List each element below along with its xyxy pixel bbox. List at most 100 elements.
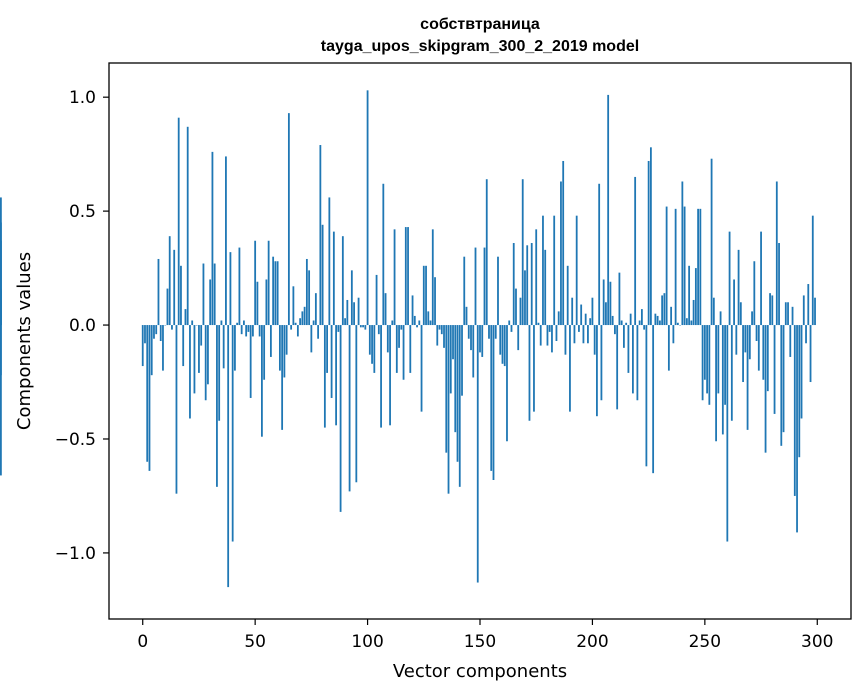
chart-subtitle: tayga_upos_skipgram_300_2_2019 model	[321, 38, 639, 55]
bar	[805, 325, 807, 344]
bar	[712, 297, 715, 326]
bar	[742, 325, 744, 383]
bar	[771, 295, 774, 326]
bar	[708, 325, 711, 405]
bar	[614, 325, 616, 335]
bar	[357, 297, 360, 326]
bar	[287, 113, 290, 326]
bar	[609, 281, 612, 326]
bar-series	[0, 90, 816, 588]
bar	[544, 249, 547, 326]
bar	[202, 263, 205, 326]
bar	[443, 325, 445, 348]
bar	[591, 297, 594, 326]
bar	[218, 325, 221, 421]
bar	[465, 306, 468, 326]
bar	[299, 318, 302, 326]
bar	[665, 206, 668, 326]
bar	[775, 181, 778, 326]
bar	[499, 325, 502, 355]
bar	[555, 325, 558, 341]
bar	[667, 325, 670, 371]
bar	[404, 227, 407, 326]
bar	[198, 325, 200, 373]
bar	[245, 325, 248, 337]
bar	[373, 325, 376, 373]
bar	[699, 208, 702, 326]
bar	[171, 325, 173, 330]
bar	[501, 325, 504, 364]
bar	[267, 240, 270, 326]
bar	[649, 147, 652, 326]
bar	[652, 325, 655, 474]
bar	[557, 311, 560, 326]
x-tick-label: 50	[244, 632, 266, 652]
bar	[261, 325, 263, 437]
bar	[548, 325, 551, 332]
bar	[787, 302, 789, 326]
y-tick-label: −0.5	[55, 430, 96, 450]
bar	[584, 313, 587, 326]
bar	[717, 325, 720, 394]
bar	[766, 325, 769, 392]
bar	[409, 325, 412, 373]
bar	[155, 325, 158, 335]
bar	[503, 325, 506, 367]
x-axis-ticks: 0 50 100 150 200 250 300	[137, 619, 833, 652]
bar	[605, 302, 607, 326]
bar	[692, 299, 695, 326]
bar	[335, 325, 337, 426]
bar	[326, 325, 328, 373]
bar	[434, 277, 436, 326]
bar	[757, 325, 760, 371]
bar	[791, 306, 794, 326]
bar	[285, 325, 288, 355]
bar	[596, 325, 598, 417]
bar	[180, 265, 182, 326]
x-tick-label: 250	[689, 632, 721, 652]
bar	[508, 320, 511, 326]
bar	[739, 302, 742, 326]
bar	[225, 156, 227, 326]
bar	[589, 318, 592, 326]
bar	[580, 304, 583, 326]
bar	[382, 183, 385, 326]
bar	[546, 325, 549, 346]
bar	[636, 325, 639, 401]
bar	[578, 325, 580, 332]
bar	[670, 306, 673, 326]
bar	[733, 279, 735, 326]
bar	[510, 325, 513, 332]
bar	[314, 293, 317, 326]
bar	[607, 94, 610, 326]
bar	[575, 215, 578, 326]
bar	[760, 231, 762, 326]
bar	[429, 320, 432, 326]
bar	[735, 325, 738, 355]
bar	[231, 325, 234, 542]
bar	[281, 325, 284, 430]
bar	[461, 325, 463, 396]
y-tick-label: 0.5	[69, 202, 96, 222]
y-axis-ticks: −1.0 −0.5 0.0 0.5 1.0	[55, 88, 109, 564]
bar	[656, 315, 659, 326]
bar	[654, 313, 657, 326]
bar	[814, 297, 816, 326]
bar	[807, 284, 810, 326]
bar	[220, 320, 223, 326]
bar	[184, 309, 187, 326]
bar	[209, 279, 212, 326]
bar	[598, 183, 601, 326]
bar	[166, 288, 169, 326]
bar	[661, 295, 664, 326]
bar	[416, 325, 418, 328]
bar	[350, 270, 353, 326]
bar	[364, 325, 367, 330]
bar	[303, 306, 306, 326]
bar	[782, 325, 785, 433]
bar	[425, 265, 427, 326]
bar	[321, 224, 324, 326]
bar	[211, 151, 214, 326]
bar	[420, 325, 423, 412]
bar	[623, 325, 625, 348]
